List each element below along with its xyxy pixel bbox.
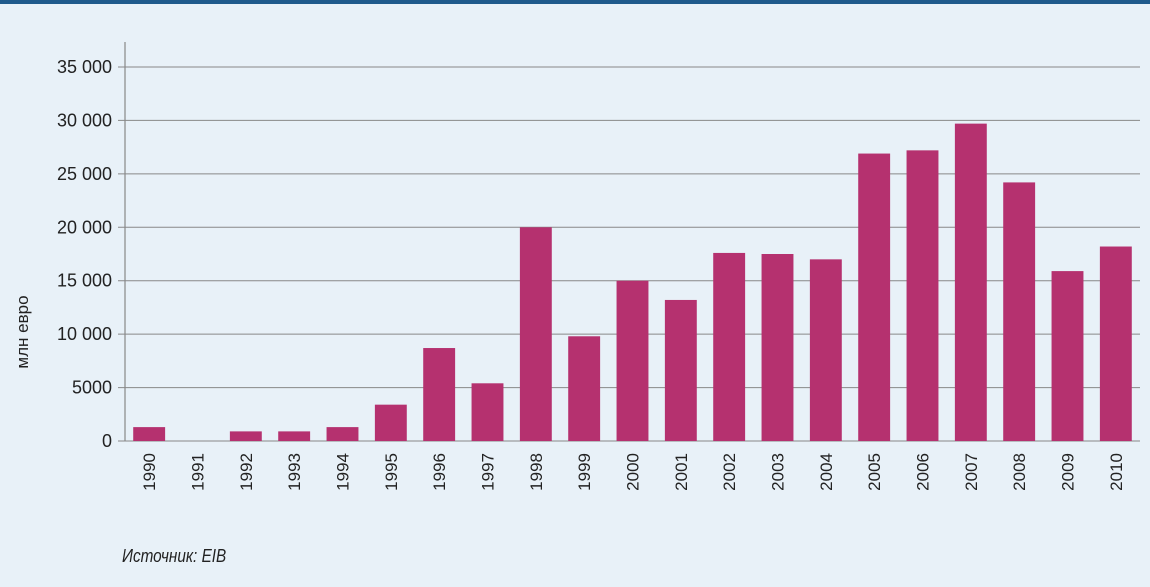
x-tick-label: 1994 xyxy=(334,453,353,491)
y-tick-label: 15 000 xyxy=(57,271,112,291)
bar-2007 xyxy=(954,123,987,442)
bar-2006 xyxy=(906,150,939,441)
x-tick-label: 1993 xyxy=(285,453,304,491)
x-tick-label: 2003 xyxy=(769,453,788,491)
bar-2009 xyxy=(1051,271,1084,441)
bar-1993 xyxy=(278,431,311,441)
top-rule xyxy=(0,0,1150,4)
x-tick-label: 2000 xyxy=(624,453,643,491)
x-tick-label: 2005 xyxy=(865,453,884,491)
bar-2001 xyxy=(664,299,697,441)
x-tick-label: 2010 xyxy=(1107,453,1126,491)
y-tick-label: 5000 xyxy=(72,378,112,398)
y-tick-labels: 0 5000 10 000 15 000 20 000 25 000 30 000 35 00… xyxy=(57,57,112,451)
x-tick-label: 2007 xyxy=(962,453,981,491)
y-tick-label: 25 000 xyxy=(57,164,112,184)
bar-1994 xyxy=(326,427,359,441)
x-tick-label: 2006 xyxy=(914,453,933,491)
x-tick-label: 1998 xyxy=(527,453,546,491)
x-tick-label: 1992 xyxy=(237,453,256,491)
x-tick-label: 1999 xyxy=(575,453,594,491)
bar-2008 xyxy=(1003,182,1036,442)
bar-2000 xyxy=(616,280,649,441)
x-tick-label: 1990 xyxy=(140,453,159,491)
y-tick-label: 20 000 xyxy=(57,217,112,237)
bars xyxy=(133,123,1132,442)
bar-2002 xyxy=(713,252,746,441)
x-tick-label: 1995 xyxy=(382,453,401,491)
x-tick-label: 2001 xyxy=(672,453,691,491)
bar-1996 xyxy=(423,348,456,441)
x-tick-label: 2009 xyxy=(1059,453,1078,491)
y-tick-label: 35 000 xyxy=(57,57,112,77)
bar-1990 xyxy=(133,427,166,441)
x-tick-label: 2002 xyxy=(720,453,739,491)
x-tick-label: 1997 xyxy=(479,453,498,491)
bar-1992 xyxy=(229,431,262,441)
x-tick-label: 1991 xyxy=(189,453,208,491)
bar-2005 xyxy=(858,153,891,441)
y-tick-label: 10 000 xyxy=(57,324,112,344)
bar-2004 xyxy=(809,259,842,441)
y-axis-title: млн евро xyxy=(13,295,32,368)
x-tick-labels: 1990 1991 1992 1993 1994 1995 1996 1997 1998 1999… xyxy=(140,453,1126,491)
y-tick-label: 30 000 xyxy=(57,110,112,130)
x-tick-label: 1996 xyxy=(430,453,449,491)
bar-1997 xyxy=(471,383,504,441)
bar-1995 xyxy=(374,404,407,441)
source-note: Источник: EIB xyxy=(122,546,227,566)
bar-2003 xyxy=(761,254,794,441)
x-tick-label: 2004 xyxy=(817,453,836,491)
x-tick-label: 2008 xyxy=(1010,453,1029,491)
bar-1999 xyxy=(568,336,601,441)
bar-1998 xyxy=(519,227,552,441)
bar-2010 xyxy=(1099,246,1132,441)
y-tick-label: 0 xyxy=(102,431,112,451)
